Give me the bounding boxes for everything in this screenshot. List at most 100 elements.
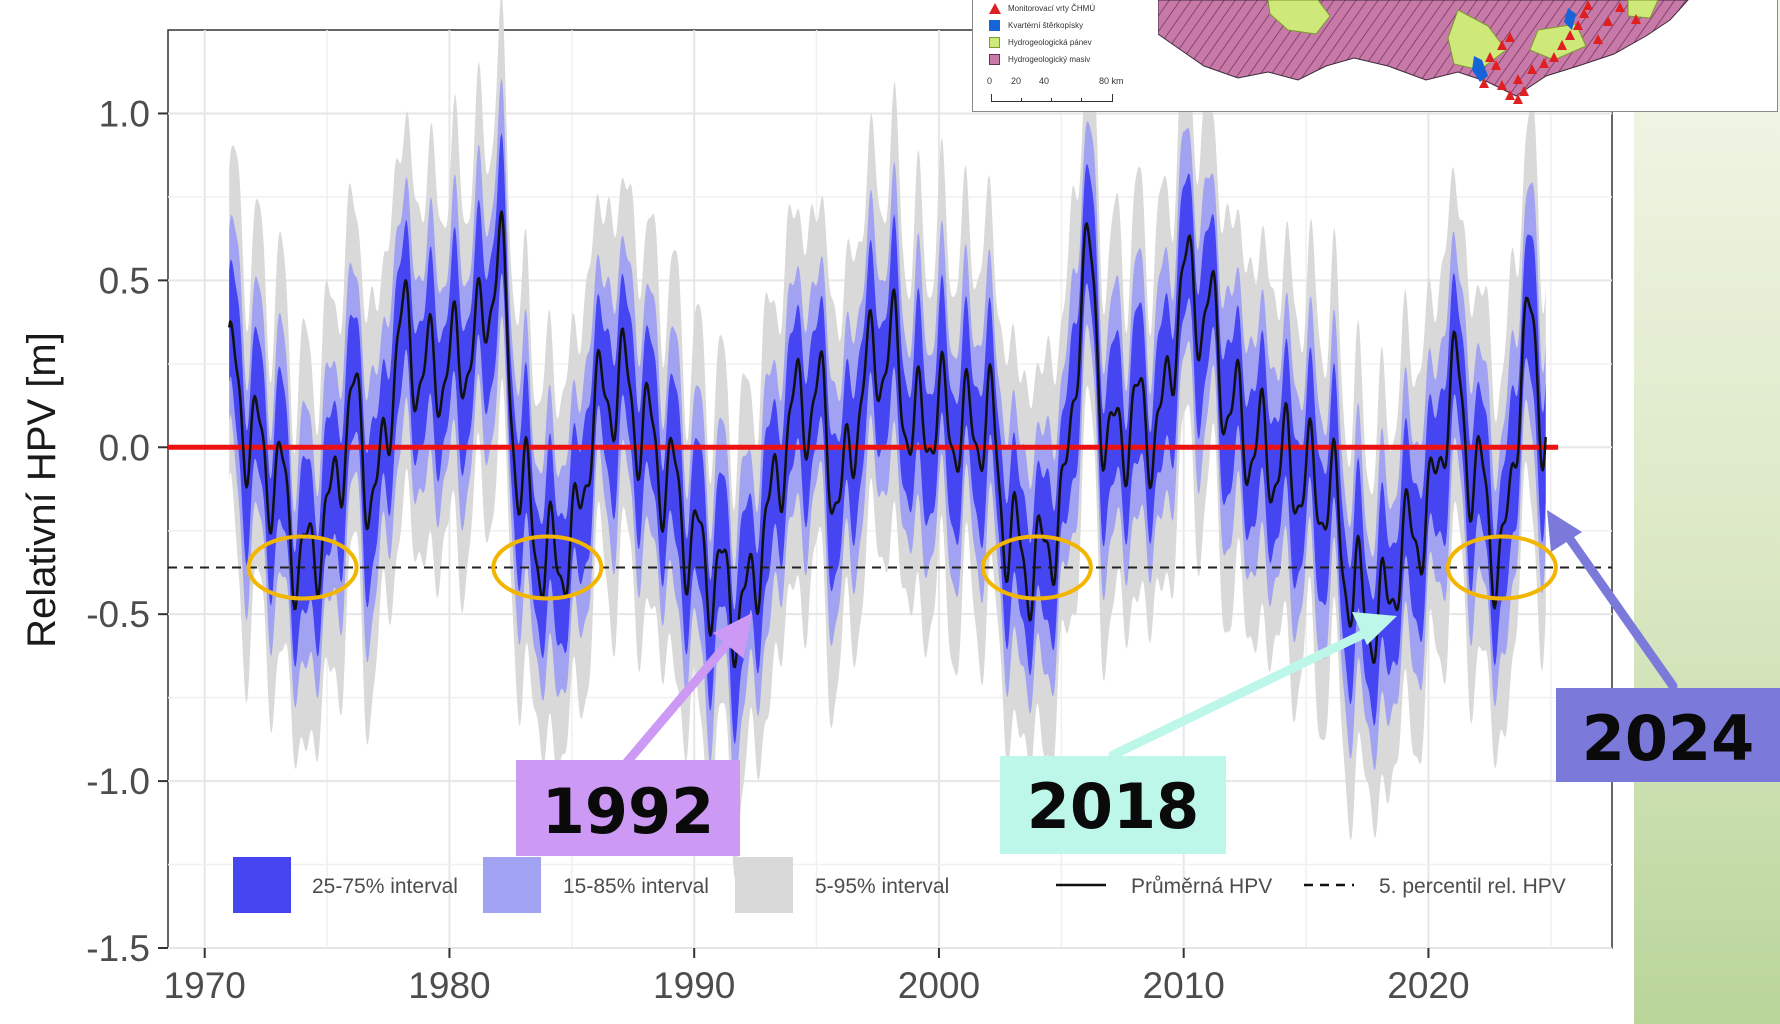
well-marker bbox=[1513, 74, 1523, 84]
inset-legend-label: Kvartérní štěrkopísky bbox=[1008, 21, 1084, 30]
well-marker bbox=[1479, 78, 1489, 88]
y-tick-label: 0.0 bbox=[99, 427, 150, 468]
arrowhead-2018 bbox=[1352, 612, 1397, 645]
legend-label-5-95: 5-95% interval bbox=[815, 875, 949, 898]
callouts: 1992 2018 2024 bbox=[516, 510, 1780, 856]
inset-legend-label: Hydrogeologický masiv bbox=[1008, 55, 1091, 64]
green-square-icon bbox=[989, 37, 1000, 48]
well-marker bbox=[1593, 34, 1603, 44]
well-marker bbox=[1527, 64, 1537, 74]
well-marker bbox=[1557, 40, 1567, 50]
well-marker bbox=[1573, 20, 1583, 30]
highlight-ellipses bbox=[246, 534, 1558, 601]
map-kvarter-region bbox=[1472, 56, 1488, 82]
well-marker bbox=[1583, 0, 1593, 10]
well-marker bbox=[1615, 2, 1625, 12]
legend-swatch-25-75 bbox=[233, 857, 291, 913]
inset-map bbox=[1158, 0, 1689, 104]
well-marker bbox=[1539, 58, 1549, 68]
callout-box-2018 bbox=[1000, 756, 1226, 854]
arrow-1992 bbox=[622, 618, 750, 767]
well-marker bbox=[1491, 60, 1501, 70]
scale-label: 0 bbox=[987, 76, 993, 86]
well-marker bbox=[1497, 80, 1507, 90]
well-marker bbox=[1519, 86, 1529, 96]
y-axis-label: Relativní HPV [m] bbox=[20, 332, 64, 648]
callout-label-2018: 2018 bbox=[1027, 770, 1200, 843]
background-gradient-strip bbox=[1634, 0, 1780, 1024]
inset-legend-item: Hydrogeologický masiv bbox=[989, 51, 1149, 68]
inset-map-panel: Monitorovací vrty ČHMÚ Kvartérní štěrkop… bbox=[972, 0, 1778, 112]
x-tick-label: 2020 bbox=[1387, 965, 1469, 1006]
callout-box-2024 bbox=[1556, 688, 1780, 782]
red-triangle-icon bbox=[989, 3, 1001, 14]
legend: 25-75% interval 15-85% interval 5-95% in… bbox=[233, 857, 1566, 913]
scale-tick bbox=[1051, 98, 1052, 102]
scale-tick bbox=[1021, 98, 1022, 102]
highlight-ellipse bbox=[491, 534, 604, 601]
scale-labels: 0 20 40 80 km bbox=[987, 76, 1187, 88]
band-25-75 bbox=[229, 132, 1546, 745]
inset-legend-item: Hydrogeologická pánev bbox=[989, 34, 1149, 51]
map-kvarter-region bbox=[1564, 8, 1576, 30]
map-panev-region bbox=[1627, 0, 1659, 19]
legend-label-percentile: 5. percentil rel. HPV bbox=[1379, 875, 1566, 898]
inset-monitoring-wells bbox=[1479, 0, 1641, 104]
well-marker bbox=[1565, 30, 1575, 40]
well-marker bbox=[1513, 94, 1523, 104]
arrowhead-2024 bbox=[1547, 510, 1582, 552]
well-marker bbox=[1505, 90, 1515, 100]
y-tick-label: -1.5 bbox=[86, 928, 150, 969]
legend-label-mean: Průměrná HPV bbox=[1131, 875, 1272, 898]
arrowhead-1992 bbox=[713, 613, 752, 659]
y-tick-label: 0.5 bbox=[99, 260, 150, 301]
scale-tick bbox=[1081, 98, 1082, 102]
map-masiv-region bbox=[1158, 0, 1689, 97]
x-tick-label: 2000 bbox=[898, 965, 980, 1006]
interval-bands bbox=[229, 0, 1546, 880]
highlight-ellipse bbox=[980, 534, 1093, 601]
y-tick-label: 1.0 bbox=[99, 93, 150, 134]
well-marker bbox=[1631, 14, 1641, 24]
legend-label-25-75: 25-75% interval bbox=[312, 875, 458, 898]
x-tick-label: 1980 bbox=[408, 965, 490, 1006]
inset-legend: Monitorovací vrty ČHMÚ Kvartérní štěrkop… bbox=[989, 0, 1149, 68]
y-tick-label: -1.0 bbox=[86, 761, 150, 802]
arrow-2018 bbox=[1108, 621, 1385, 760]
arrow-2024 bbox=[1555, 520, 1678, 691]
map-panev-region bbox=[1267, 0, 1331, 35]
mean-line bbox=[227, 210, 1547, 669]
callout-label-1992: 1992 bbox=[542, 775, 715, 848]
highlight-ellipse bbox=[1445, 534, 1558, 601]
x-tick-label: 1990 bbox=[653, 965, 735, 1006]
well-marker bbox=[1505, 32, 1515, 42]
well-marker bbox=[1497, 40, 1507, 50]
scale-label: 20 bbox=[1011, 76, 1022, 86]
inset-legend-label: Monitorovací vrty ČHMÚ bbox=[1008, 4, 1096, 13]
legend-label-15-85: 15-85% interval bbox=[563, 875, 709, 898]
well-marker bbox=[1485, 52, 1495, 62]
x-tick-label: 1970 bbox=[164, 965, 246, 1006]
y-tick-label: -0.5 bbox=[86, 594, 150, 635]
inset-legend-item: Monitorovací vrty ČHMÚ bbox=[989, 0, 1149, 17]
legend-swatch-15-85 bbox=[483, 857, 541, 913]
legend-swatch-5-95 bbox=[735, 857, 793, 913]
highlight-ellipse bbox=[246, 534, 359, 601]
callout-box-1992 bbox=[516, 760, 740, 856]
callout-label-2024: 2024 bbox=[1582, 702, 1755, 775]
inset-legend-item: Kvartérní štěrkopísky bbox=[989, 17, 1149, 34]
scale-line bbox=[991, 94, 1113, 102]
well-marker bbox=[1579, 8, 1589, 18]
scale-label: 80 km bbox=[1099, 76, 1124, 86]
x-tick-label: 2010 bbox=[1143, 965, 1225, 1006]
blue-square-icon bbox=[989, 20, 1000, 31]
well-marker bbox=[1549, 52, 1559, 62]
series-lines bbox=[168, 210, 1612, 669]
axis-ticks: 1970 1980 1990 2000 2010 2020 1.0 0.5 0.0 -0.5 -1.… bbox=[86, 93, 1469, 1006]
inset-legend-label: Hydrogeologická pánev bbox=[1008, 38, 1092, 47]
scale-label: 40 bbox=[1039, 76, 1050, 86]
well-marker bbox=[1603, 16, 1613, 26]
pink-hatched-square-icon bbox=[989, 54, 1000, 65]
scale-bar: 0 20 40 80 km bbox=[987, 76, 1187, 106]
